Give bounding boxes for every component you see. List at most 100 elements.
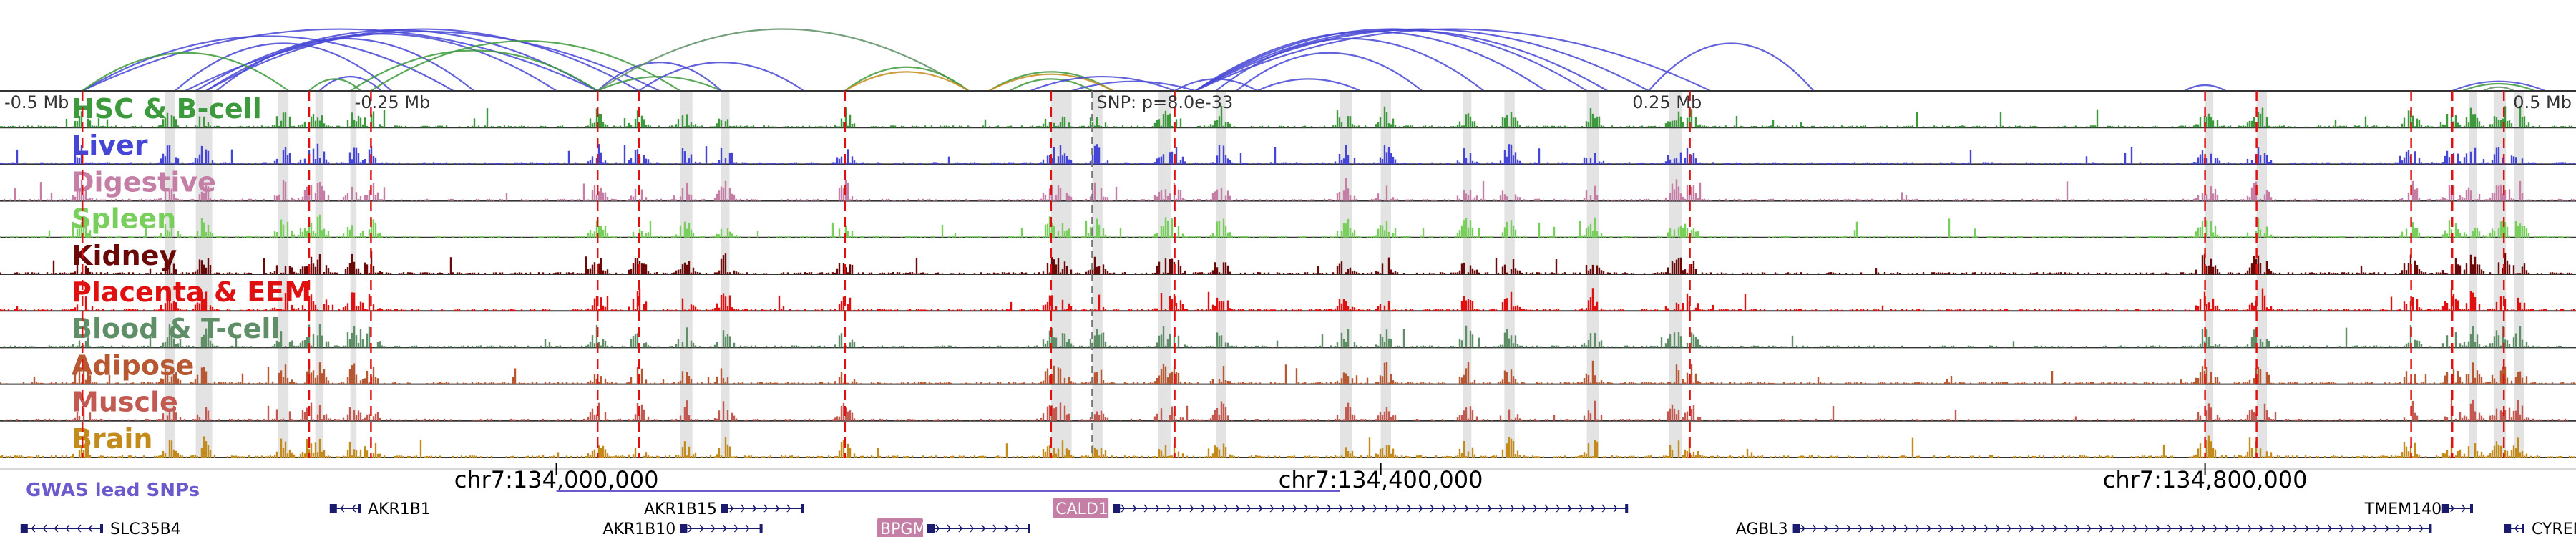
signal-2 — [3, 178, 2575, 201]
loop-arc-30 — [1236, 52, 1423, 92]
loop-arc-26 — [1194, 29, 1608, 92]
track-8: Muscle — [0, 387, 2576, 422]
chromatin-loop-arcs — [82, 28, 2546, 92]
strand-arrows — [1121, 504, 1618, 513]
strand-arrows — [2514, 524, 2519, 533]
gene-slc35b4[interactable]: SLC35B4 — [20, 521, 181, 537]
gwas-label: GWAS lead SNPs — [26, 480, 200, 501]
loop-arc-13 — [597, 75, 722, 92]
signal-4 — [0, 251, 2573, 274]
gene-exon — [2504, 524, 2512, 533]
snp-label: SNP: p=8.0e-33 — [1096, 92, 1233, 112]
signal-tracks: HSC & B-cell Liver Digestive Spleen Kidney Pl… — [0, 90, 2576, 458]
gene-exon — [100, 524, 103, 533]
gene-exon — [358, 504, 361, 513]
loop-arc-2 — [175, 42, 392, 92]
gene-exon — [1625, 504, 1629, 513]
loop-arc-7 — [215, 37, 475, 92]
signal-6 — [3, 324, 2571, 348]
loop-arc-12 — [308, 78, 361, 92]
gene-label: AGBL3 — [1736, 521, 1788, 537]
gene-exon — [1792, 524, 1800, 533]
strand-arrows — [2450, 504, 2466, 513]
gene-label: SLC35B4 — [110, 521, 181, 537]
gene-exon — [20, 524, 28, 533]
loop-arc-28 — [1194, 28, 1711, 92]
track-label: Muscle — [72, 387, 178, 418]
gene-exon — [329, 504, 337, 513]
loop-arc-16 — [638, 62, 804, 92]
coordinate-axis: chr7:134,000,000 chr7:134,400,000 chr7:134… — [0, 463, 2576, 493]
loop-arc-17 — [844, 66, 970, 92]
loop-arc-33 — [1648, 42, 1815, 92]
gene-exon — [801, 504, 804, 513]
track-label: Blood & T-cell — [72, 313, 280, 344]
signal-5 — [0, 288, 2575, 311]
track-7: Adipose — [0, 349, 2576, 385]
strand-arrows — [1801, 524, 2424, 533]
loop-arc-8 — [318, 76, 382, 92]
scale-label-2: 0.25 Mb — [1632, 92, 1702, 112]
track-3: Spleen — [0, 203, 2576, 238]
gene-exon — [2429, 524, 2432, 533]
gene-tmem140[interactable]: TMEM140 — [2364, 500, 2473, 518]
scale-label-0: -0.5 Mb — [4, 92, 69, 112]
track-label: Kidney — [72, 240, 177, 271]
signal-0 — [0, 105, 2573, 128]
gene-cyren[interactable]: CYREN — [2504, 521, 2576, 537]
gene-track: SLC35B4 AKR1B1 AKR1B15 AKR1B10 BPGM CALD1 AGBL… — [20, 498, 2576, 537]
gene-label: BPGM — [880, 521, 926, 537]
gene-label: AKR1B15 — [644, 500, 717, 518]
loop-arc-22 — [1030, 76, 1176, 92]
track-9: Brain — [0, 423, 2576, 458]
loop-arc-15 — [597, 28, 970, 92]
strand-arrows — [729, 504, 791, 513]
loop-arc-31 — [1174, 78, 1258, 92]
loop-arc-32 — [1257, 78, 1361, 92]
loop-arc-37 — [2482, 86, 2515, 92]
gwas-track: GWAS lead SNPs — [26, 480, 1340, 501]
gene-exon — [1113, 504, 1121, 513]
signal-3 — [0, 214, 2571, 238]
track-4: Kidney — [0, 240, 2576, 275]
loop-arc-36 — [2462, 82, 2535, 92]
strand-arrows — [688, 524, 750, 533]
gene-exon — [927, 524, 935, 533]
gene-exon — [721, 504, 728, 513]
gene-akr1b10[interactable]: AKR1B10 — [602, 521, 763, 537]
gene-exon — [1028, 524, 1030, 533]
gene-label: TMEM140 — [2364, 500, 2441, 518]
signal-9 — [0, 435, 2575, 458]
signal-8 — [3, 398, 2569, 421]
track-label: Brain — [72, 423, 152, 455]
gene-label: CYREN — [2532, 521, 2576, 537]
gene-agbl3[interactable]: AGBL3 — [1736, 521, 2432, 537]
gene-exon — [680, 524, 688, 533]
coordinate-label-2: chr7:134,800,000 — [2103, 466, 2308, 493]
track-0: HSC & B-cell — [0, 93, 2576, 129]
gene-cald1[interactable]: CALD1 — [1053, 498, 1629, 518]
loop-arc-3 — [185, 30, 660, 92]
loop-arc-11 — [370, 40, 680, 92]
gene-label-highlight — [877, 518, 923, 537]
gene-akr1b1[interactable]: AKR1B1 — [329, 500, 431, 518]
loop-arc-27 — [1194, 28, 1649, 92]
scale-labels: -0.5 Mb -0.25 Mb 0.25 Mb 0.5 Mb — [4, 92, 2572, 112]
loop-arc-14 — [597, 62, 722, 92]
track-6: Blood & T-cell — [0, 313, 2576, 349]
loop-arc-21 — [1009, 78, 1093, 92]
track-2: Digestive — [0, 166, 2576, 202]
track-label: Adipose — [72, 349, 194, 381]
track-label: Placenta & EEM — [72, 276, 311, 308]
strand-arrows — [340, 504, 356, 513]
gene-akr1b15[interactable]: AKR1B15 — [644, 500, 804, 518]
gene-bpgm[interactable]: BPGM — [877, 518, 1030, 537]
track-label: HSC & B-cell — [72, 93, 262, 125]
loop-arc-19 — [988, 71, 1113, 92]
track-5: Placenta & EEM — [0, 276, 2576, 312]
signal-7 — [0, 360, 2575, 384]
strand-arrows — [31, 524, 93, 533]
gene-exon — [2470, 504, 2473, 513]
gene-label-highlight — [1053, 498, 1109, 518]
